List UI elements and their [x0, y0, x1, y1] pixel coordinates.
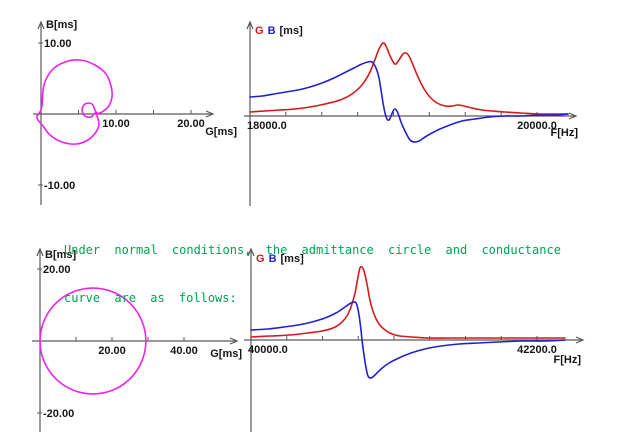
- svg-text:20.00: 20.00: [43, 264, 71, 276]
- svg-text:G[ms]: G[ms]: [210, 348, 242, 360]
- svg-text:G[ms]: G[ms]: [205, 126, 237, 138]
- note-text: Under normal conditions, the admittance …: [64, 210, 561, 338]
- note-line: Under normal conditions, the admittance …: [64, 243, 561, 257]
- note-line: curve are as follows:: [64, 291, 237, 305]
- svg-text:-10.00: -10.00: [44, 180, 75, 192]
- svg-text:40.00: 40.00: [170, 345, 198, 357]
- conductance-curve-chart-abnormal: 18000.0 20000.0 G B [ms] F[Hz]: [244, 20, 579, 206]
- svg-text:20000.0: 20000.0: [517, 120, 557, 132]
- admittance-circle-chart-abnormal: 10.00 20.00 10.00 -10.00 B[ms] G[ms]: [33, 19, 237, 205]
- svg-text:18000.0: 18000.0: [247, 120, 287, 132]
- svg-text:10.00: 10.00: [44, 38, 72, 50]
- svg-text:B[ms]: B[ms]: [46, 19, 78, 31]
- svg-text:B[ms]: B[ms]: [45, 249, 77, 261]
- svg-text:GB[ms]: G B [ms]: [255, 25, 303, 37]
- svg-text:42200.0: 42200.0: [517, 344, 557, 356]
- svg-text:10.00: 10.00: [102, 118, 130, 130]
- svg-text:20.00: 20.00: [177, 118, 205, 130]
- conductance-curve-chart-normal: 40000.0 42200.0 G B [ms] F[Hz]: [244, 247, 585, 432]
- svg-text:F[Hz]: F[Hz]: [551, 127, 579, 139]
- svg-text:20.00: 20.00: [98, 345, 126, 357]
- admittance-circle-chart-normal: 20.00 40.00 20.00 -20.00 B[ms] G[ms]: [32, 247, 242, 432]
- svg-text:40000.0: 40000.0: [248, 344, 288, 356]
- svg-text:GB[ms]: G B [ms]: [256, 253, 304, 265]
- svg-text:-20.00: -20.00: [43, 408, 74, 420]
- svg-text:F[Hz]: F[Hz]: [554, 354, 582, 366]
